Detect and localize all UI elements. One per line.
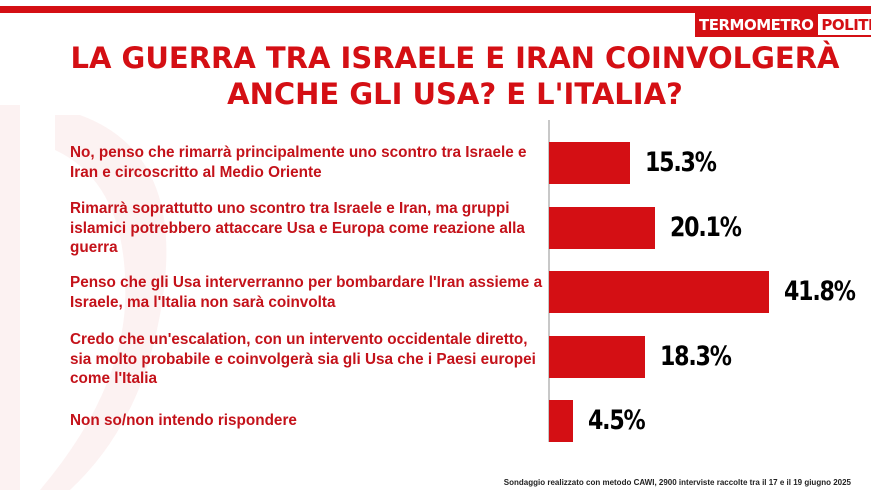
bar: [549, 336, 646, 378]
bar-value-label: 15.3%: [644, 147, 717, 178]
bar-value-label: 20.1%: [669, 212, 742, 243]
bar-value-label: 41.8%: [784, 276, 856, 307]
category-label: Penso che gli Usa interverranno per bomb…: [70, 274, 543, 311]
bar: [549, 207, 655, 249]
bar: [549, 142, 630, 184]
chart-title: LA GUERRA TRA ISRAELE E IRAN COINVOLGERÀ…: [40, 40, 870, 112]
logo-right-text: POLITICO: [816, 12, 871, 37]
top-accent-bar: [0, 6, 871, 13]
category-label: Rimarrà soprattutto uno scontro tra Isra…: [70, 200, 525, 256]
bar: [549, 400, 573, 442]
category-label: No, penso che rimarrà principalmente uno…: [70, 144, 527, 181]
bar-value-label: 4.5%: [587, 405, 646, 436]
bar: [549, 271, 769, 313]
bar-value-label: 18.3%: [660, 341, 732, 372]
category-label: Non so/non intendo rispondere: [70, 412, 297, 429]
termometro-politico-logo: TERMOMETRO POLITICO: [695, 12, 871, 37]
category-label: Credo che un'escalation, con un interven…: [70, 331, 536, 387]
chart-title-line-1: LA GUERRA TRA ISRAELE E IRAN COINVOLGERÀ: [70, 41, 840, 75]
survey-footnote: Sondaggio realizzato con metodo CAWI, 29…: [503, 478, 851, 487]
logo-left-text: TERMOMETRO: [695, 12, 817, 37]
chart-title-line-2: ANCHE GLI USA? E L'ITALIA?: [227, 77, 683, 111]
